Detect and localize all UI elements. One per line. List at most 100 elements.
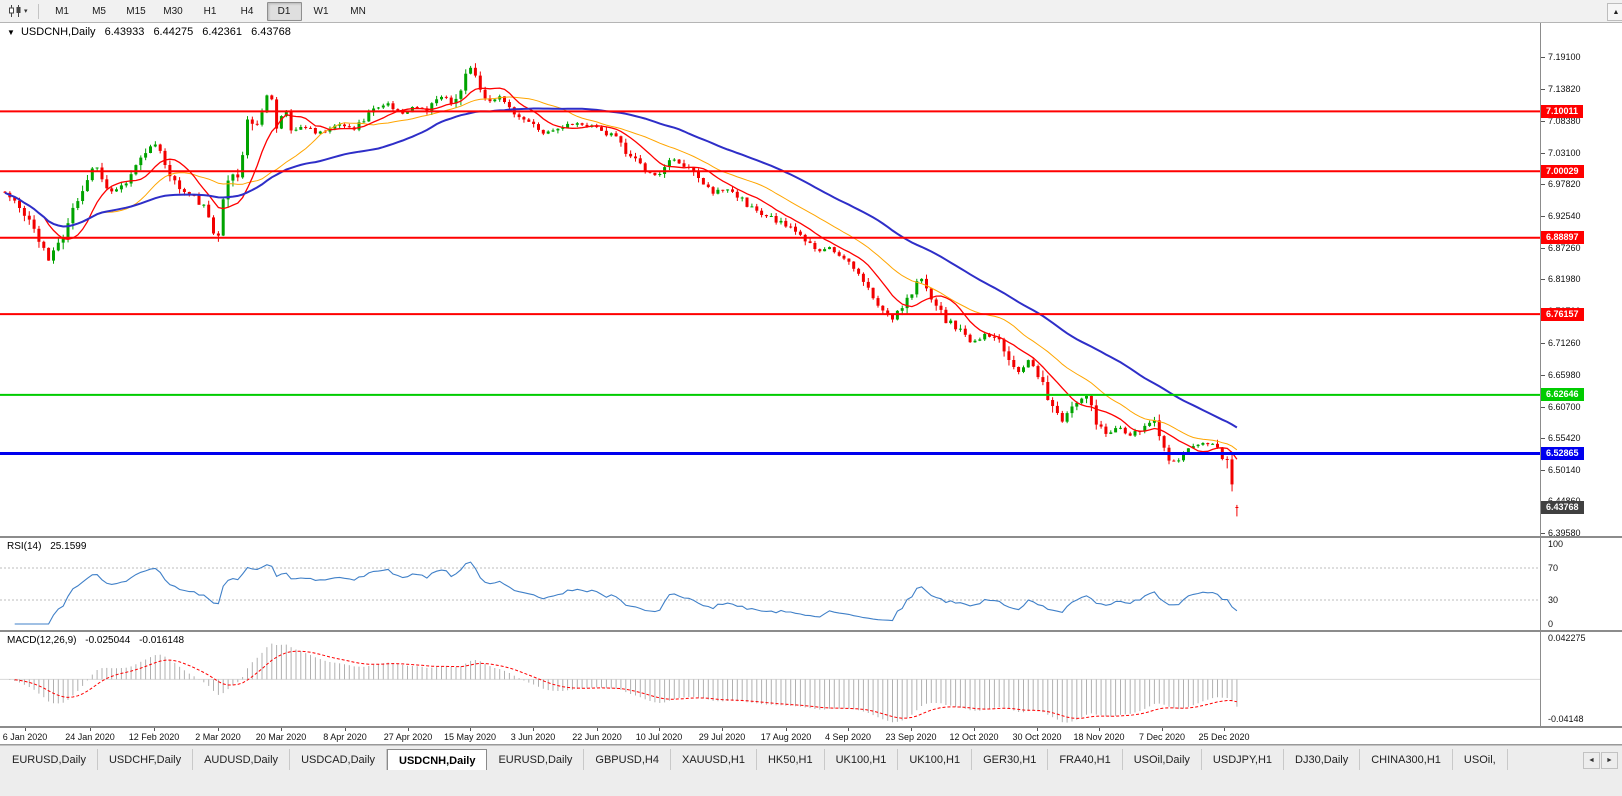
rsi-title: RSI(14) 25.1599: [7, 541, 86, 552]
timeframe-button-mn[interactable]: MN: [350, 5, 366, 17]
level-price-tag[interactable]: 6.76157: [1541, 307, 1584, 321]
price-axis-tick: 6.44860: [1548, 496, 1581, 506]
date-axis-tickmark: [659, 728, 660, 731]
level-price-tag[interactable]: 7.00029: [1541, 164, 1584, 178]
price-axis[interactable]: 0.042275 -0.04148 7.19100 7.13820 7.08380 7…: [1540, 22, 1622, 726]
timeframe-button-d1[interactable]: D1: [266, 1, 302, 21]
date-axis-label: 17 Aug 2020: [760, 732, 812, 742]
ma-9-line: [4, 87, 1238, 460]
chart-tab-uk100-h1[interactable]: UK100,H1: [898, 749, 973, 770]
chart-tab-fra40-h1[interactable]: FRA40,H1: [1048, 749, 1123, 770]
price-axis-tickmark: [1541, 375, 1545, 376]
chart-type-button[interactable]: ▾: [3, 1, 33, 21]
pane-divider[interactable]: [0, 630, 1622, 632]
current-price-tag: 6.43768: [1541, 501, 1584, 515]
time-axis[interactable]: 6 Jan 2020 24 Jan 2020 12 Feb 2020 2 Mar 20…: [0, 728, 1622, 744]
ma-45-line: [4, 107, 1238, 429]
level-price-tag[interactable]: 6.88897: [1541, 231, 1584, 245]
timeframe-button-h1[interactable]: H1: [203, 5, 217, 17]
date-axis-label: 10 Jul 2020: [635, 732, 683, 742]
price-axis-tickmark: [1541, 57, 1545, 58]
low-value: 6.42361: [202, 26, 243, 38]
rsi-axis-tick: 70: [1548, 563, 1559, 573]
date-axis-label: 20 Mar 2020: [255, 732, 307, 742]
macd-title: MACD(12,26,9) -0.025044 -0.016148: [7, 635, 184, 646]
date-axis-tickmark: [974, 728, 975, 731]
price-axis-tick: 6.87260: [1548, 242, 1581, 253]
price-axis-tickmark: [1541, 248, 1545, 249]
tabs-scroll-left-button[interactable]: ◄: [1583, 752, 1600, 769]
chart-tab-eurusd-daily[interactable]: EURUSD,Daily: [1, 749, 98, 770]
chart-tab-xauusd-h1[interactable]: XAUUSD,H1: [670, 749, 757, 770]
timeframe-button-m30[interactable]: M30: [163, 5, 183, 17]
chart-tab-eurusd-daily[interactable]: EURUSD,Daily: [487, 749, 585, 770]
rsi-axis-tick: 30: [1548, 595, 1559, 605]
macd-axis-bottom-label: -0.04148: [1548, 714, 1584, 724]
date-axis-tickmark: [1162, 728, 1163, 731]
rsi-indicator-pane[interactable]: RSI(14) 25.1599: [0, 538, 1540, 630]
price-axis-tickmark: [1541, 470, 1545, 471]
date-axis-label: 7 Dec 2020: [1138, 732, 1186, 742]
date-axis-tickmark: [345, 728, 346, 731]
timeframe-button-w1[interactable]: W1: [313, 5, 329, 17]
chart-window: ▼ USDCNH,Daily 6.43933 6.44275 6.42361 6…: [0, 22, 1622, 745]
chart-tab-usdjpy-h1[interactable]: USDJPY,H1: [1201, 749, 1285, 770]
chart-tab-china300-h1[interactable]: CHINA300,H1: [1360, 749, 1453, 770]
macd-signal-line: [14, 650, 1238, 719]
price-axis-tick: 6.65980: [1548, 369, 1581, 380]
price-axis-tick: 6.39580: [1548, 528, 1581, 538]
price-axis-tick: 6.92540: [1548, 210, 1581, 221]
price-axis-tickmark: [1541, 533, 1545, 534]
timeframe-button-m1[interactable]: M1: [55, 5, 69, 17]
rsi-line: [14, 561, 1238, 625]
date-axis-tickmark: [911, 728, 912, 731]
timeframe-button-m5[interactable]: M5: [92, 5, 106, 17]
level-price-tag[interactable]: 6.52865: [1541, 446, 1584, 460]
date-axis-tickmark: [1099, 728, 1100, 731]
chart-tab-usoil[interactable]: USOil,: [1452, 749, 1508, 770]
timeframe-button-h4[interactable]: H4: [240, 5, 254, 17]
price-axis-tick: 6.55420: [1548, 433, 1581, 444]
ma-21-line: [4, 96, 1238, 451]
chart-tab-usdcnh-daily[interactable]: USDCNH,Daily: [387, 749, 488, 770]
level-price-tag[interactable]: 6.62646: [1541, 388, 1584, 402]
date-axis-tickmark: [1224, 728, 1225, 731]
macd-histogram: [9, 643, 1238, 723]
timeframe-button-group: M1 M5 M15 M30 H1 H4 D1 W1 MN: [44, 1, 377, 21]
candlestick-chart-icon: [9, 5, 21, 17]
date-axis-tickmark: [281, 728, 282, 731]
date-axis-label: 12 Feb 2020: [128, 732, 180, 742]
date-axis-tickmark: [533, 728, 534, 731]
chart-tab-usdcad-daily[interactable]: USDCAD,Daily: [290, 749, 388, 770]
rsi-chart: [0, 561, 1540, 625]
rsi-name-label: RSI(14): [7, 541, 42, 552]
price-chart-pane[interactable]: ▼ USDCNH,Daily 6.43933 6.44275 6.42361 6…: [0, 22, 1540, 536]
macd-indicator-pane[interactable]: MACD(12,26,9) -0.025044 -0.016148: [0, 632, 1540, 726]
chart-tab-gbpusd-h4[interactable]: GBPUSD,H4: [584, 749, 671, 770]
rsi-axis-tick: 100: [1548, 539, 1564, 549]
macd-name-label: MACD(12,26,9): [7, 635, 77, 646]
date-axis-tickmark: [90, 728, 91, 731]
price-axis-tick: 6.50140: [1548, 464, 1581, 475]
date-axis-tickmark: [597, 728, 598, 731]
pane-divider[interactable]: [0, 536, 1622, 538]
chart-tab-hk50-h1[interactable]: HK50,H1: [756, 749, 825, 770]
price-axis-tick: 7.13820: [1548, 83, 1581, 94]
tabs-scroll-right-button[interactable]: ►: [1601, 752, 1618, 769]
macd-chart: [0, 643, 1540, 723]
chart-tab-usdchf-daily[interactable]: USDCHF,Daily: [97, 749, 194, 770]
timeframe-button-m15[interactable]: M15: [126, 5, 146, 17]
toolbar-more-button[interactable]: ▲: [1607, 3, 1622, 21]
chart-tab-dj30-daily[interactable]: DJ30,Daily: [1284, 749, 1361, 770]
date-axis-label: 6 Jan 2020: [2, 732, 48, 742]
chart-tab-usoil-daily[interactable]: USOil,Daily: [1122, 749, 1202, 770]
price-axis-tick: 6.71260: [1548, 338, 1581, 349]
date-axis-label: 12 Oct 2020: [949, 732, 999, 742]
level-price-tag[interactable]: 7.10011: [1541, 104, 1584, 118]
price-axis-tick: 7.08380: [1548, 116, 1581, 127]
chart-tab-ger30-h1[interactable]: GER30,H1: [972, 749, 1049, 770]
chart-tab-uk100-h1[interactable]: UK100,H1: [824, 749, 899, 770]
collapse-arrow-icon[interactable]: ▼: [7, 28, 15, 37]
chart-tab-audusd-daily[interactable]: AUDUSD,Daily: [193, 749, 291, 770]
date-axis-label: 15 May 2020: [443, 732, 497, 742]
